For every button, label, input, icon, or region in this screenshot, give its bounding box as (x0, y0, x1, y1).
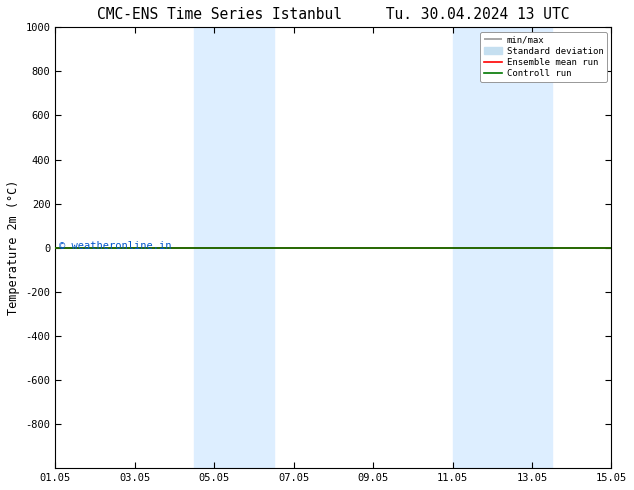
Title: CMC-ENS Time Series Istanbul     Tu. 30.04.2024 13 UTC: CMC-ENS Time Series Istanbul Tu. 30.04.2… (97, 7, 569, 22)
Text: © weatheronline.in: © weatheronline.in (60, 241, 172, 251)
Bar (453, 27, 552, 468)
Legend: min/max, Standard deviation, Ensemble mean run, Controll run: min/max, Standard deviation, Ensemble me… (481, 32, 607, 82)
Bar (195, 27, 274, 468)
Y-axis label: Temperature 2m (°C): Temperature 2m (°C) (7, 180, 20, 316)
